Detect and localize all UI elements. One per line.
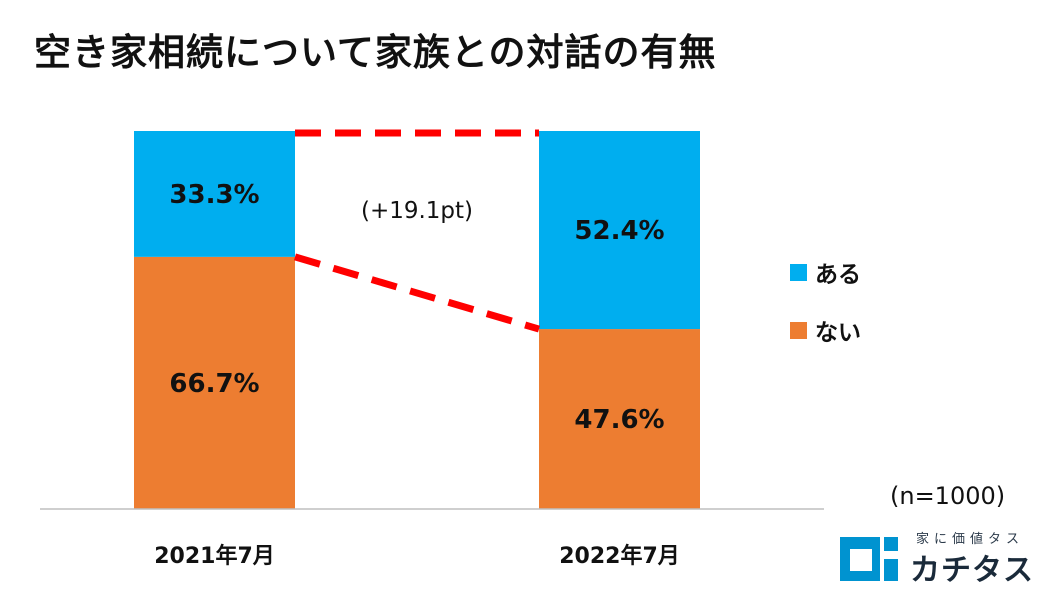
legend-label-aru: ある: [815, 262, 861, 288]
bar-2021-aru: [134, 131, 295, 257]
data-label-2021-aru: 33.3%: [169, 180, 259, 210]
chart-title: 空き家相続について家族との対話の有無: [34, 31, 717, 74]
bars-group: [134, 131, 700, 509]
bar-2021-nai: [134, 256, 295, 509]
connector-boundary-line: [294, 253, 540, 333]
bar-2022-aru: [539, 131, 700, 330]
data-label-2021-nai: 66.7%: [169, 369, 259, 399]
legend-item-nai: ない: [790, 316, 861, 346]
connector-lines: [294, 129, 540, 333]
category-label-2021: 2021年7月: [154, 543, 275, 569]
company-logo: 家に価値タス カチタス: [840, 528, 1034, 589]
category-label-2022: 2022年7月: [559, 543, 680, 569]
legend-label-nai: ない: [815, 320, 861, 346]
logo-tagline: 家に価値タス: [916, 532, 1025, 547]
sample-size-note: (n=1000): [890, 482, 1006, 510]
legend-swatch-nai: [790, 321, 807, 339]
logo-name: カチタス: [910, 553, 1034, 588]
legend: ある ない: [790, 258, 861, 374]
bar-2022-nai: [539, 329, 700, 509]
data-label-2022-nai: 47.6%: [574, 405, 664, 435]
legend-swatch-aru: [790, 263, 807, 281]
logo-mark-icon: [840, 533, 902, 585]
data-label-2022-aru: 52.4%: [574, 216, 664, 246]
legend-item-aru: ある: [790, 258, 861, 288]
labels-group: 66.7% 33.3% 2021年7月 47.6% 52.4% 2022年7月 (+19.1…: [154, 180, 680, 569]
change-annotation: (+19.1pt): [361, 198, 473, 224]
